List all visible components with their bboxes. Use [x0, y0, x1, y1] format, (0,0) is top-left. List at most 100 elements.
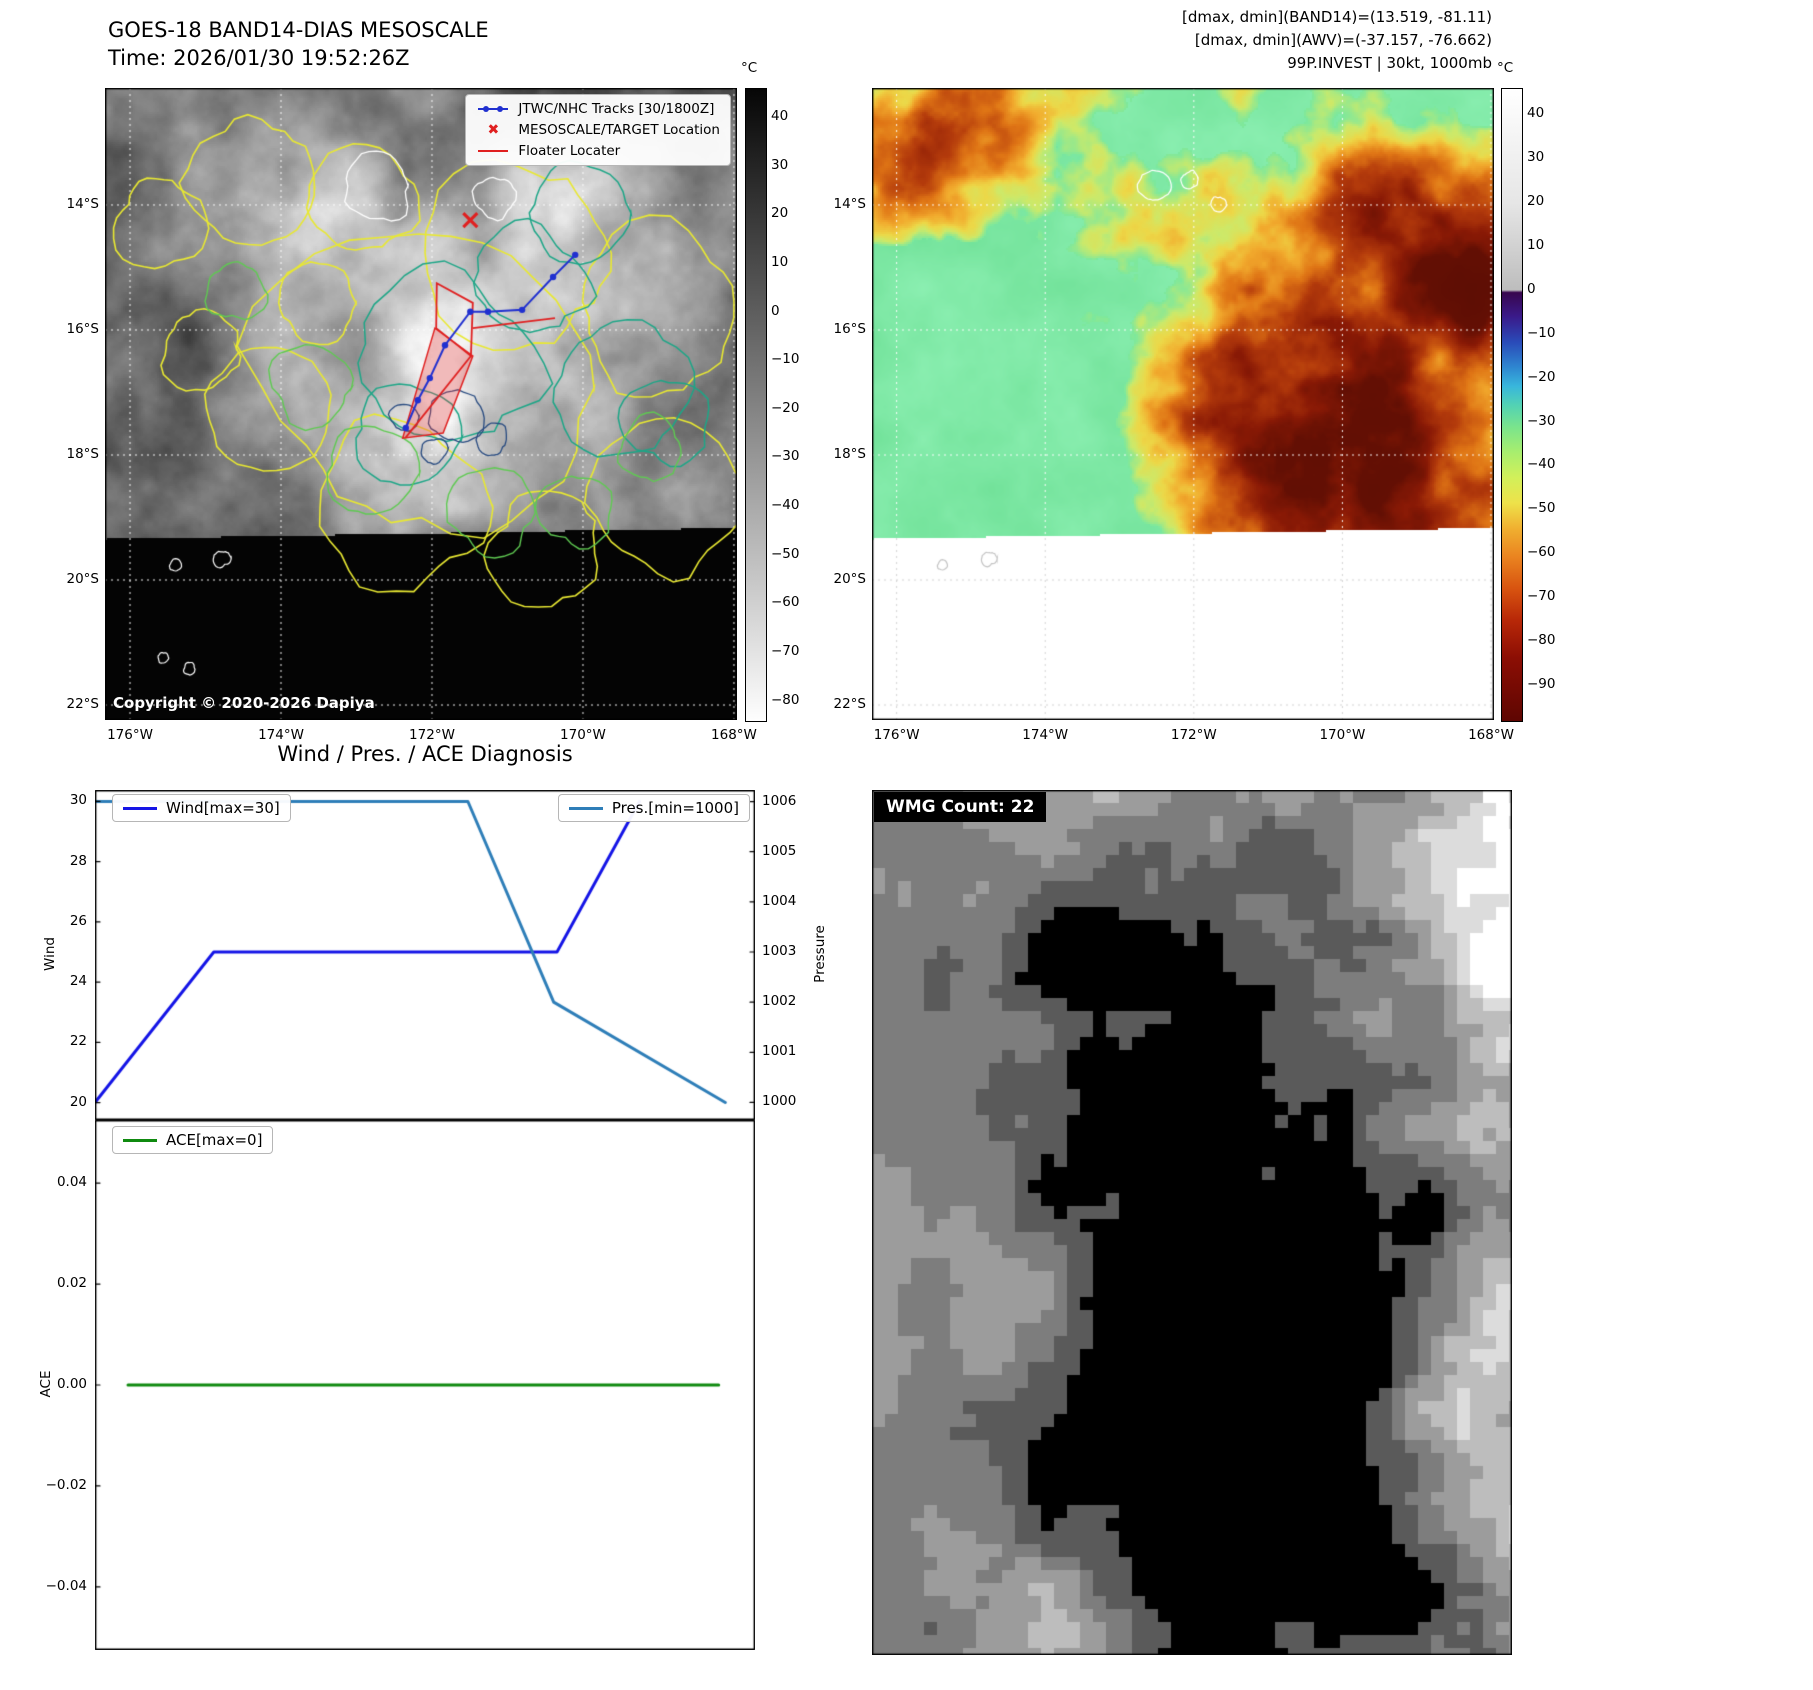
wind-line-icon [123, 806, 157, 810]
target-x-icon: ✖ [487, 122, 500, 138]
goes-title: GOES-18 BAND14-DIAS MESOSCALE [108, 18, 489, 42]
ace-ytick-label: −0.04 [45, 1577, 87, 1594]
tl-colorbar-tick: −20 [771, 399, 800, 416]
tr-colorbar-tick: 30 [1527, 149, 1545, 166]
tr-colorbar-tick: −30 [1527, 412, 1556, 429]
tl-colorbar-tick: −10 [771, 351, 800, 368]
tr-lon-tick: 176°W [873, 727, 920, 743]
tr-lat-tick: 22°S [833, 696, 867, 713]
copyright-text: Copyright © 2020-2026 Dapiya [113, 694, 375, 712]
tr-colorbar-tick: 10 [1527, 237, 1545, 253]
tl-colorbar-tick: −70 [771, 642, 800, 659]
pressure-ytick-label: 1002 [762, 993, 797, 1010]
legend-floater-label: Floater Locater [518, 143, 621, 159]
awv-colorbar [1501, 88, 1523, 722]
band14-satellite-map [105, 88, 737, 720]
wmg-pixel-map [872, 790, 1512, 1655]
tr-colorbar-tick: −20 [1527, 368, 1556, 385]
awv-satellite-map [872, 88, 1494, 720]
legend-row-floater: Floater Locater [476, 143, 720, 159]
pressure-ytick-label: 1006 [762, 792, 797, 809]
tr-lat-tick: 14°S [833, 195, 867, 212]
tr-colorbar-tick: 20 [1527, 193, 1545, 210]
pressure-axis-label: Pressure [812, 925, 828, 983]
legend-target-label: MESOSCALE/TARGET Location [518, 122, 720, 138]
tr-colorbar-tick: 40 [1527, 105, 1545, 122]
pres-line-icon [568, 806, 603, 810]
dmax-dmin-awv: [dmax, dmin](AWV)=(-37.157, -76.662) [1194, 31, 1492, 49]
tl-lat-tick: 14°S [66, 195, 100, 212]
pressure-ytick-label: 1000 [762, 1093, 797, 1110]
tl-lat-tick: 20°S [66, 571, 100, 587]
pressure-ytick-label: 1001 [762, 1043, 797, 1060]
tl-lon-tick: 168°W [711, 727, 757, 743]
pressure-ytick-label: 1005 [762, 842, 797, 859]
tr-lon-tick: 170°W [1319, 727, 1366, 743]
tr-lon-tick: 168°W [1468, 727, 1514, 743]
tl-lat-tick: 18°S [66, 446, 100, 462]
pressure-ytick-label: 1003 [762, 942, 797, 959]
tr-lat-tick: 18°S [833, 446, 867, 462]
tl-lon-tick: 174°W [258, 727, 304, 743]
wind-legend: Wind[max=30] [112, 794, 291, 822]
tl-colorbar-tick: 0 [771, 302, 780, 319]
tl-colorbar-tick: 20 [771, 205, 789, 222]
legend-row-jtwc-tracks: JTWC/NHC Tracks [30/1800Z] [476, 101, 720, 117]
tr-colorbar-tick: −80 [1527, 632, 1556, 648]
tr-colorbar-tick: −60 [1527, 544, 1556, 561]
pres-legend-label: Pres.[min=1000] [611, 799, 739, 817]
tr-lat-tick: 20°S [833, 571, 867, 587]
tr-lon-tick: 174°W [1022, 727, 1069, 743]
ace-chart [95, 1120, 755, 1650]
tr-colorbar-tick: −50 [1527, 500, 1556, 517]
tr-colorbar-tick: −90 [1527, 675, 1556, 692]
wind-ytick-label: 28 [69, 852, 87, 869]
wind-ytick-label: 22 [69, 1033, 87, 1050]
tl-lon-tick: 176°W [107, 727, 153, 743]
tl-lon-tick: 172°W [409, 727, 455, 743]
band14-colorbar [745, 88, 767, 722]
dmax-dmin-band14: [dmax, dmin](BAND14)=(13.519, -81.11) [1181, 8, 1492, 26]
wind-ytick-label: 20 [69, 1093, 87, 1110]
tr-lon-tick: 172°W [1170, 727, 1217, 743]
tl-colorbar-tick: −60 [771, 594, 800, 611]
tl-lat-tick: 16°S [66, 320, 100, 337]
wmg-count-label: WMG Count: 22 [874, 792, 1047, 822]
tl-colorbar-tick: 30 [771, 156, 789, 173]
pres-legend: Pres.[min=1000] [557, 794, 750, 822]
ace-ytick-label: 0.02 [56, 1275, 87, 1292]
diagnosis-title: Wind / Pres. / ACE Diagnosis [277, 742, 573, 766]
ace-legend: ACE[max=0] [112, 1126, 274, 1154]
wind-ytick-label: 24 [69, 973, 87, 990]
ace-ytick-label: 0.00 [56, 1376, 87, 1392]
wind-legend-label: Wind[max=30] [166, 799, 280, 817]
wind-ytick-label: 26 [69, 912, 87, 929]
wind-pressure-chart [95, 790, 755, 1120]
track-line-icon [478, 106, 509, 112]
tl-colorbar-tick: −80 [771, 691, 800, 708]
tl-colorbar-tick: −30 [771, 448, 800, 465]
map-legend: JTWC/NHC Tracks [30/1800Z] ✖ MESOSCALE/T… [465, 94, 731, 166]
ace-legend-label: ACE[max=0] [166, 1131, 263, 1149]
wind-ytick-label: 30 [69, 792, 87, 809]
tl-colorbar-tick: 10 [771, 254, 789, 270]
goes-time-subtitle: Time: 2026/01/30 19:52:26Z [108, 46, 410, 70]
tr-colorbar-tick: 0 [1527, 280, 1536, 297]
ace-line-icon [123, 1138, 157, 1142]
tr-lat-tick: 16°S [833, 320, 867, 337]
tr-colorbar-unit: °C [1497, 60, 1514, 76]
pressure-ytick-label: 1004 [762, 892, 797, 909]
tr-header: [dmax, dmin](BAND14)=(13.519, -81.11) [d… [1182, 6, 1492, 75]
floater-line-icon [478, 150, 509, 152]
tl-lat-tick: 22°S [66, 696, 100, 713]
tl-colorbar-tick: −50 [771, 545, 800, 562]
tl-colorbar-tick: 40 [771, 108, 789, 125]
tl-colorbar-unit: °C [741, 60, 758, 76]
legend-jtwc-label: JTWC/NHC Tracks [30/1800Z] [518, 101, 715, 117]
tr-colorbar-tick: −10 [1527, 324, 1556, 341]
ace-ytick-label: −0.02 [45, 1476, 87, 1493]
tr-colorbar-tick: −40 [1527, 456, 1556, 473]
tr-colorbar-tick: −70 [1527, 588, 1556, 605]
invest-status: 99P.INVEST | 30kt, 1000mb [1287, 54, 1492, 72]
